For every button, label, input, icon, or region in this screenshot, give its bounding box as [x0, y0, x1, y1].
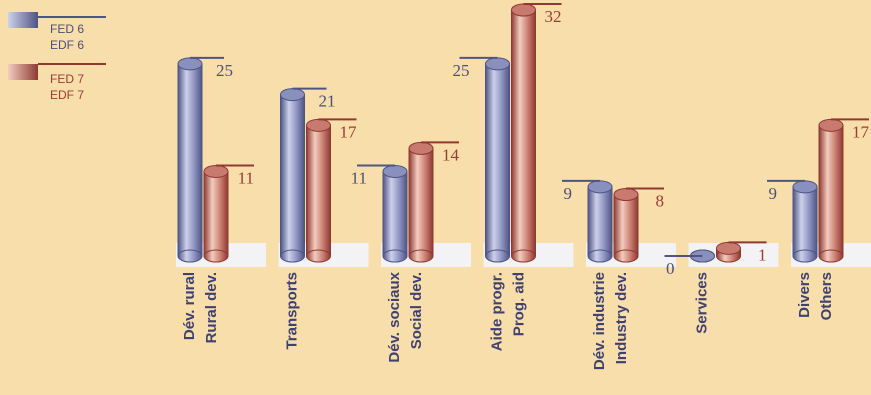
bar-cap: [280, 88, 305, 102]
bar-fed7-5: [716, 241, 741, 263]
value-label-fed7-1: 17: [340, 122, 358, 141]
bar-cap: [177, 57, 203, 71]
bar-base: [203, 249, 229, 263]
bar-cap: [716, 241, 741, 255]
category-label-4-1: Industry dev.: [613, 272, 630, 364]
bar-body: [587, 186, 613, 257]
bar-base: [792, 249, 818, 263]
bar-base: [613, 249, 639, 263]
value-label-fed7-0: 11: [238, 168, 254, 187]
bar-base: [177, 249, 203, 263]
value-label-fed7-2: 14: [442, 145, 460, 164]
category-label-2-1: Social dev.: [408, 272, 425, 349]
bar-body: [792, 186, 818, 257]
category-label-5-0: Services: [694, 272, 711, 334]
value-label-fed7-4: 8: [656, 192, 665, 211]
bar-fed6-0: [177, 57, 203, 263]
bar-cap: [408, 141, 434, 155]
bar-cap: [511, 3, 536, 17]
category-label-0-1: Rural dev.: [203, 272, 220, 343]
bar-cap: [485, 57, 510, 71]
bar-fed6-4: [587, 180, 613, 263]
bar-body: [511, 9, 536, 257]
bar-body: [382, 170, 408, 257]
bar-fed7-0: [203, 164, 229, 263]
bar-body: [306, 124, 331, 257]
bar-fed7-3: [511, 3, 536, 263]
bar-base: [587, 249, 613, 263]
category-label-6-1: Others: [818, 272, 835, 320]
bar-base: [485, 249, 510, 263]
bar-cap: [306, 118, 331, 132]
value-label-fed7-5: 1: [758, 245, 767, 264]
bar-body: [203, 170, 229, 257]
value-label-fed6-3: 25: [453, 61, 470, 80]
value-label-fed7-6: 17: [852, 122, 870, 141]
value-label-fed6-2: 11: [351, 168, 367, 187]
bar-cap: [818, 118, 844, 132]
legend-label-fed7: FED 7: [50, 72, 85, 86]
bar-base: [408, 249, 434, 263]
category-label-6-0: Divers: [796, 272, 813, 318]
bar-fed6-3: [485, 57, 510, 263]
bar-fed6-1: [280, 88, 305, 263]
bar-cap: [382, 164, 408, 178]
bar-body: [485, 63, 510, 257]
legend-label-edf7: EDF 7: [50, 88, 85, 102]
chart-legend: FED 6 EDF 6 FED 7 EDF 7: [8, 8, 118, 102]
bar-fed6-2: [382, 164, 408, 263]
bar-body: [818, 124, 844, 257]
value-label-fed6-0: 25: [216, 61, 233, 80]
bar-cap: [792, 180, 818, 194]
bar-base: [382, 249, 408, 263]
category-label-3-0: Aide progr.: [489, 272, 506, 351]
bar-fed7-1: [306, 118, 331, 263]
category-label-0-0: Dév. rural: [181, 272, 198, 340]
value-label-fed6-5: 0: [666, 259, 675, 278]
value-label-fed6-4: 9: [564, 184, 573, 203]
bar-body: [280, 94, 305, 257]
bar-fed6-6: [792, 180, 818, 263]
legend-swatch-fed7: [8, 64, 38, 80]
bar-body: [613, 194, 639, 257]
bar-base: [511, 249, 536, 263]
bar-cap: [613, 188, 639, 201]
legend-label-edf6: EDF 6: [50, 38, 85, 52]
category-label-4-0: Dév. industrie: [591, 272, 608, 370]
bar-fed7-2: [408, 141, 434, 263]
legend-swatch-fed6: [8, 12, 38, 28]
bar-base: [818, 249, 844, 263]
legend-line-fed7: [38, 63, 106, 65]
bar-base: [306, 249, 331, 263]
category-label-3-1: Prog. aid: [511, 272, 528, 336]
legend-label-fed6: FED 6: [50, 22, 85, 36]
bar-fed7-6: [818, 118, 844, 263]
bar-base: [280, 249, 305, 263]
value-label-fed6-6: 9: [769, 184, 778, 203]
value-label-fed6-1: 21: [319, 92, 336, 111]
bar-fed7-4: [613, 188, 639, 263]
bar-body: [177, 63, 203, 257]
category-label-1-0: Transports: [284, 272, 301, 350]
bar-cap: [203, 164, 229, 178]
value-label-fed7-3: 32: [545, 7, 562, 26]
legend-line-fed6: [38, 16, 106, 18]
bar-cap: [587, 180, 613, 194]
bar-body: [408, 147, 434, 257]
category-label-2-0: Dév. sociaux: [386, 271, 403, 362]
